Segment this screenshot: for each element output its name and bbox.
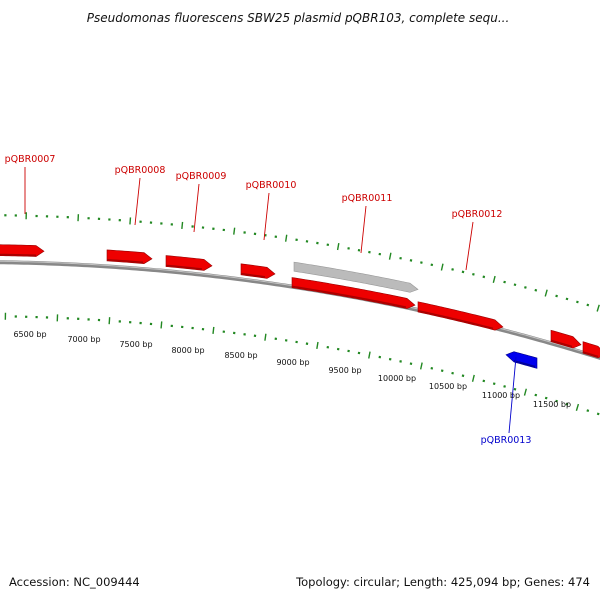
inner-tick [160, 321, 163, 329]
feature-track [0, 244, 600, 369]
bp-label-9500: 9500 bp [328, 366, 361, 375]
outer-tick-ruler [4, 212, 600, 312]
map-title: Pseudomonas fluorescens SBW25 plasmid pQ… [87, 11, 510, 25]
outer-tick [544, 289, 548, 297]
label-leader-line [134, 177, 141, 226]
gene-label-pqbr0007[interactable]: pQBR0007 [5, 154, 56, 165]
plasmid-backbone [0, 260, 600, 360]
bp-label-8500: 8500 bp [224, 351, 257, 360]
outer-tick [482, 275, 486, 279]
bp-label-6500: 6500 bp [13, 330, 46, 339]
gene-arrow-shade [417, 309, 494, 330]
outer-tick [388, 252, 392, 260]
gene-label-pqbr0013[interactable]: pQBR0013 [481, 435, 532, 446]
inner-tick [503, 385, 506, 388]
outer-tick [440, 263, 444, 271]
forward-gene-arrow-6[interactable] [417, 301, 504, 331]
gene-arrow-shade [0, 253, 37, 257]
bp-label-7500: 7500 bp [119, 340, 152, 349]
outer-tick [284, 234, 288, 242]
gene-arrow-shade [513, 360, 536, 368]
inner-tick [534, 393, 538, 397]
bp-label-10500: 10500 bp [429, 382, 467, 391]
forward-gene-arrow-7[interactable] [550, 329, 582, 349]
inner-tick [586, 409, 590, 413]
outer-tick [472, 273, 475, 276]
inner-tick [523, 388, 527, 396]
bp-label-11000: 11000 bp [482, 391, 520, 400]
bp-label-9000: 9000 bp [276, 358, 309, 367]
accession-text: Accession: NC_009444 [9, 575, 140, 589]
outer-tick [555, 294, 558, 298]
label-leader-line [193, 183, 200, 233]
bp-label-11500: 11500 bp [533, 400, 571, 409]
inner-tick [212, 326, 215, 334]
outer-tick [492, 275, 496, 283]
inner-tick [565, 402, 569, 406]
gene-label-pqbr0008[interactable]: pQBR0008 [115, 165, 166, 176]
inner-tick [575, 403, 580, 411]
outer-tick [461, 270, 465, 274]
inner-tick [544, 396, 548, 400]
bp-label-10000: 10000 bp [378, 374, 416, 383]
inner-tick [555, 399, 558, 403]
forward-gene-arrow-0[interactable] [0, 244, 45, 257]
inner-tick [492, 382, 496, 386]
label-leader-line [465, 221, 474, 271]
outer-tick [534, 288, 538, 292]
gene-arrow-shade [291, 285, 407, 308]
forward-gene-arrow-5[interactable] [291, 277, 416, 309]
label-leader-line [263, 192, 270, 241]
inner-tick-ruler [4, 312, 600, 416]
inner-tick [471, 374, 475, 382]
inner-tick [482, 379, 486, 383]
outer-tick [586, 303, 590, 307]
outer-tick [513, 283, 517, 287]
gene-arrow-shade [106, 258, 144, 264]
inner-tick [461, 374, 465, 378]
inner-tick [596, 412, 600, 416]
outer-tick [129, 217, 132, 225]
inner-tick [451, 371, 454, 375]
label-leader-line [508, 356, 517, 434]
pseudo-feature-arrow-4[interactable] [293, 261, 419, 293]
gene-arrow-shade [165, 264, 203, 270]
gene-arrow-shade [240, 272, 266, 278]
inner-tick [264, 333, 267, 341]
gene-label-pqbr0009[interactable]: pQBR0009 [176, 171, 227, 182]
outer-tick [451, 268, 454, 271]
outer-tick [576, 300, 579, 304]
outer-tick [233, 227, 236, 235]
bp-label-7000: 7000 bp [67, 335, 100, 344]
gene-label-pqbr0010[interactable]: pQBR0010 [246, 180, 297, 191]
inner-tick [316, 341, 319, 350]
label-leader-line [360, 205, 367, 254]
gene-arrow-shade [582, 351, 599, 358]
outer-tick [524, 286, 527, 289]
gene-arrow-shade [550, 339, 573, 348]
inner-tick [513, 387, 517, 391]
bp-label-8000: 8000 bp [171, 346, 204, 355]
outer-tick [181, 221, 184, 229]
inner-tick [419, 362, 423, 370]
outer-tick [565, 297, 569, 301]
sequence-summary-text: Topology: circular; Length: 425,094 bp; … [295, 575, 590, 589]
gene-label-pqbr0012[interactable]: pQBR0012 [452, 209, 503, 220]
outer-tick [503, 280, 506, 284]
inner-tick [440, 369, 444, 373]
inner-tick [368, 351, 371, 359]
gene-label-pqbr0011[interactable]: pQBR0011 [342, 193, 393, 204]
label-leaders [24, 167, 517, 434]
outer-tick [596, 304, 600, 312]
outer-tick [336, 242, 340, 251]
